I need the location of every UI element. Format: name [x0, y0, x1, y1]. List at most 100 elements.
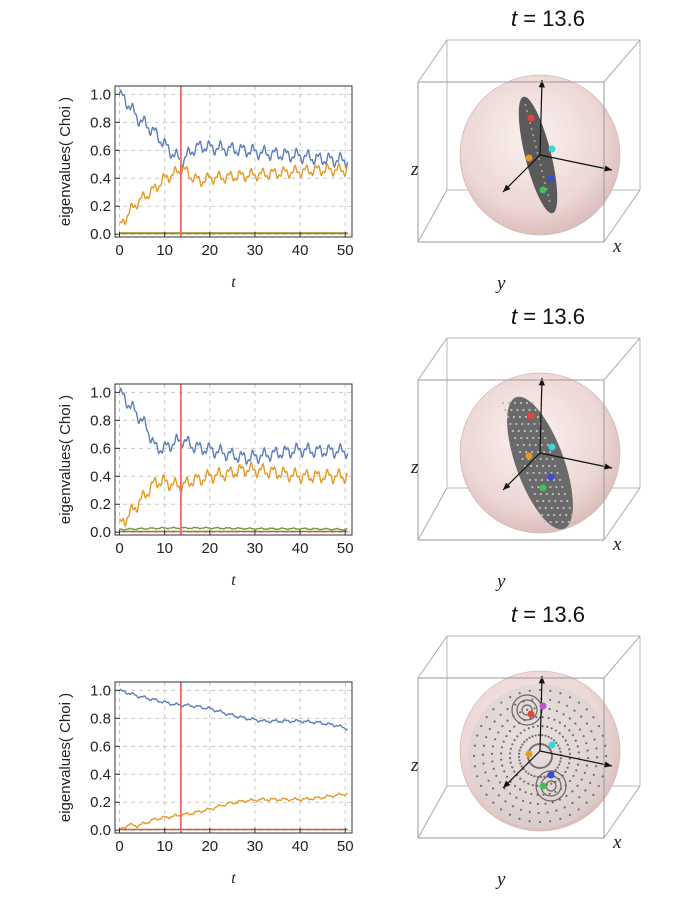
- y-axis-label: eigenvalues( Choi ): [57, 97, 74, 226]
- ellipsoid-point: [526, 436, 529, 440]
- ellipsoid-point: [530, 127, 533, 131]
- ellipsoid-point: [539, 163, 542, 167]
- sphere-point: [542, 743, 545, 746]
- sphere-point: [524, 791, 527, 794]
- sphere-point: [485, 793, 488, 796]
- sphere-point: [506, 708, 509, 711]
- y-tick-label: 0.4: [90, 170, 111, 187]
- sphere-point: [548, 707, 551, 711]
- ellipsoid-point: [551, 492, 554, 496]
- sphere-point: [485, 716, 488, 719]
- sphere-point: [541, 734, 544, 737]
- arrow-head: [538, 378, 545, 386]
- ellipsoid-point: [521, 422, 524, 426]
- sphere-point: [519, 731, 522, 735]
- sphere-point: [589, 781, 592, 785]
- arrow-head: [503, 184, 511, 192]
- ellipsoid-point: [573, 520, 576, 524]
- sphere-point: [557, 701, 560, 704]
- ellipsoid-point: [562, 506, 565, 510]
- sphere-point: [528, 689, 531, 692]
- ellipsoid-point: [519, 401, 523, 405]
- y-tick-label: 0.6: [90, 142, 111, 159]
- series-line-3: [119, 526, 348, 531]
- ellipsoid-point: [549, 485, 552, 489]
- sphere-point: [533, 744, 536, 747]
- sphere-point: [491, 760, 494, 763]
- ellipsoid-point: [548, 499, 551, 503]
- y-tick-label: 0.0: [90, 822, 111, 839]
- ellipsoid-point: [523, 464, 527, 468]
- sphere-point: [527, 757, 530, 760]
- x-tick-label: 20: [201, 838, 218, 855]
- sphere-point: [568, 729, 571, 732]
- y-axis-label: eigenvalues( Choi ): [57, 693, 74, 822]
- sphere-point: [497, 794, 500, 797]
- series-line-2: [119, 162, 349, 226]
- z-axis-label: z: [410, 755, 419, 776]
- sphere-point: [491, 745, 495, 748]
- sphere-point: [566, 766, 569, 769]
- plot-frame: [114, 681, 353, 834]
- ellipsoid-point: [545, 492, 548, 496]
- spiral-ring: [511, 694, 543, 726]
- sphere-point: [542, 793, 545, 796]
- y-axis-label: y: [495, 571, 506, 592]
- axis-arrow: [539, 154, 613, 171]
- x-tick-label: 50: [337, 838, 354, 855]
- y-tick-label: 0.4: [90, 468, 111, 485]
- sphere-point: [500, 758, 503, 761]
- y-tick-label: 0.6: [90, 440, 111, 457]
- sphere-point: [597, 784, 600, 788]
- x-axis-label: x: [612, 534, 622, 555]
- sphere-point: [541, 766, 544, 769]
- sphere-point: [484, 771, 487, 774]
- plot-frame: [114, 85, 353, 238]
- ellipsoid-point: [546, 478, 550, 482]
- ellipsoid-point: [571, 513, 574, 517]
- ellipsoid-point: [534, 478, 538, 482]
- sphere-point: [544, 734, 547, 737]
- sphere-point: [568, 748, 571, 751]
- sphere-point: [506, 719, 509, 722]
- sphere-point: [592, 773, 595, 776]
- x-tick-label: 0: [115, 838, 123, 855]
- ellipsoid-point: [561, 520, 564, 524]
- sphere-point: [530, 763, 533, 766]
- sphere-point: [582, 735, 585, 738]
- sphere-point: [482, 762, 485, 765]
- ellipsoid-point: [536, 151, 539, 155]
- sphere-point: [536, 743, 539, 746]
- ellipsoid-point: [543, 181, 547, 185]
- panel-title: t = 13.6: [511, 6, 585, 31]
- x-axis-label: t: [231, 572, 236, 589]
- sphere-point: [604, 754, 608, 758]
- sphere-point: [473, 765, 476, 768]
- arrow-head: [538, 80, 545, 88]
- sphere-point: [518, 817, 521, 820]
- state-ellipsoid: [507, 396, 573, 530]
- ellipsoid-point: [525, 401, 529, 405]
- cube-edge: [603, 189, 641, 243]
- ellipsoid-point: [529, 429, 532, 433]
- ellipsoid-point: [540, 478, 544, 482]
- sphere-point: [580, 715, 583, 718]
- ellipsoid-point: [541, 464, 545, 468]
- ellipsoid-point: [522, 443, 525, 447]
- sphere-panel-1: t = 13.6 z x y: [410, 6, 641, 294]
- sphere-point: [513, 739, 516, 742]
- sphere-point: [537, 811, 540, 815]
- sphere-point: [568, 757, 571, 760]
- sphere-point: [564, 739, 567, 742]
- title-value: = 13.6: [517, 6, 585, 31]
- sphere-point: [597, 725, 600, 728]
- sphere-point: [473, 744, 476, 747]
- x-axis-label: x: [612, 236, 622, 257]
- x-tick-label: 30: [247, 838, 264, 855]
- x-tick-label: 40: [292, 242, 309, 259]
- sphere-point: [565, 704, 569, 707]
- sphere-point: [554, 768, 557, 772]
- ellipsoid-point: [537, 485, 540, 489]
- sphere-point: [555, 709, 558, 713]
- title-value: = 13.6: [517, 304, 585, 329]
